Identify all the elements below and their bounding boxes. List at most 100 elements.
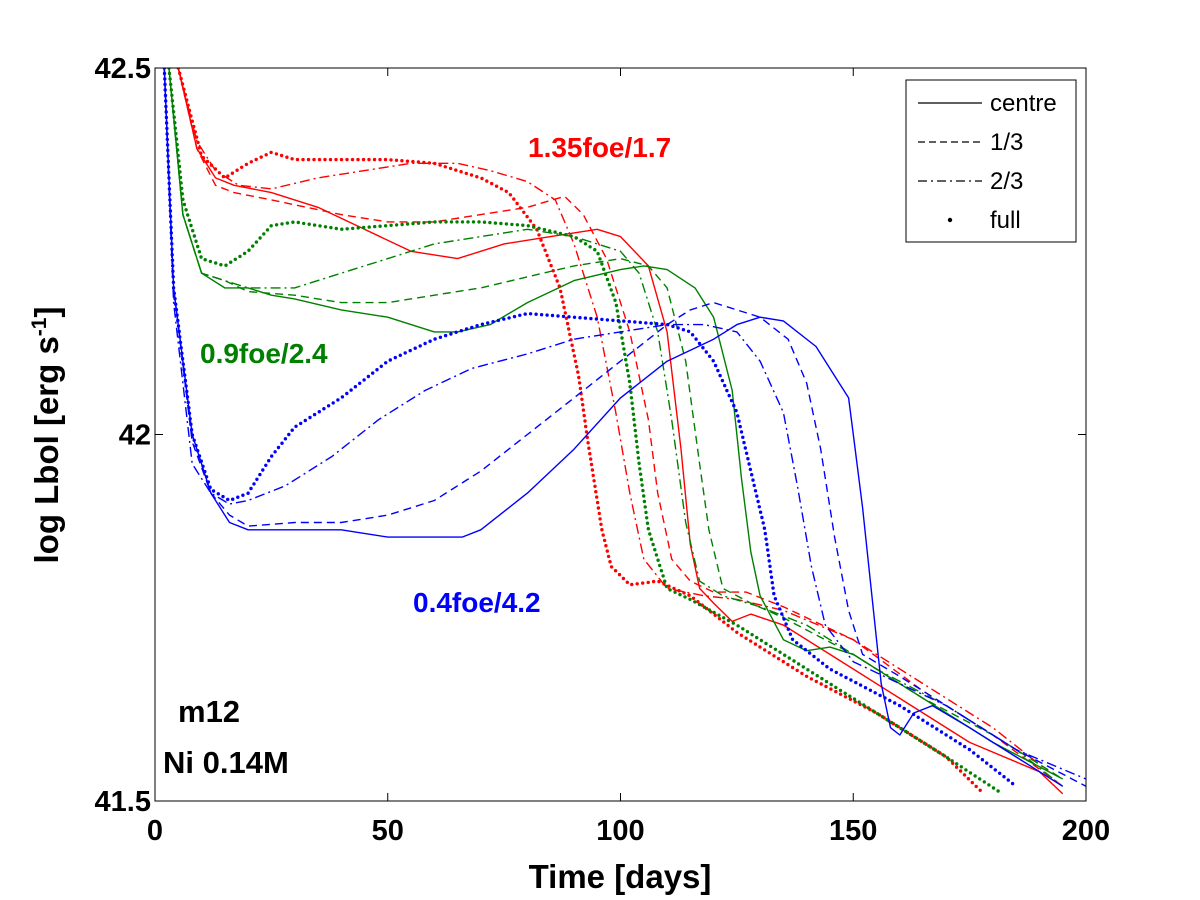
series-dot (773, 647, 778, 651)
series-dot (168, 77, 172, 81)
series-dot (663, 579, 667, 583)
series-dot (226, 497, 230, 502)
series-dot (179, 181, 183, 185)
series-dot (244, 162, 249, 167)
series-dot (782, 617, 786, 621)
series-dot (302, 221, 306, 226)
series-dot (936, 750, 940, 754)
series-dot (559, 289, 563, 294)
series-dot (427, 220, 432, 224)
series-dot (383, 224, 388, 228)
series-dot (454, 330, 458, 334)
annotation-0-9foe: 0.9foe/2.4 (200, 338, 328, 369)
series-dot (731, 621, 735, 625)
series-dot (274, 152, 279, 156)
series-dot (180, 192, 184, 196)
series-dot (786, 627, 790, 631)
series-dot (763, 648, 767, 652)
series-dot (173, 126, 177, 130)
series-dot (170, 242, 174, 246)
series-dot (199, 255, 203, 259)
series-dot (180, 82, 185, 86)
series-dot (738, 424, 742, 429)
series-dot (182, 87, 186, 92)
series-dot (565, 321, 570, 326)
series-dot (720, 378, 725, 383)
series-dot (635, 445, 639, 449)
series-dot (764, 537, 768, 541)
series-dot (515, 223, 520, 227)
series-dot (883, 696, 887, 700)
series-dot (504, 189, 508, 193)
series-dot (555, 279, 559, 283)
series-dot (783, 653, 787, 657)
series-dot (545, 253, 549, 258)
series-dot (568, 332, 572, 337)
series-dot (231, 497, 235, 501)
series-dot (598, 517, 602, 521)
series-dot (208, 259, 213, 264)
series-dot (704, 350, 708, 354)
series-dot (648, 532, 652, 536)
series-dot (803, 647, 807, 652)
series-dot (173, 297, 177, 301)
series-dot (383, 157, 388, 162)
series-dot (428, 339, 432, 343)
series-dot (502, 317, 506, 321)
series-dot (711, 359, 715, 363)
series-dot (193, 130, 197, 134)
series-dot (1002, 775, 1006, 779)
series-dot (672, 586, 676, 591)
series-dot (204, 475, 209, 479)
series-dot (762, 526, 767, 530)
series-dot (170, 247, 174, 251)
series-dot (916, 715, 920, 719)
series-dot (1006, 778, 1010, 782)
series-dot (694, 337, 698, 341)
series-dot (848, 697, 853, 701)
series-dot (422, 160, 426, 165)
series-dot (693, 600, 697, 604)
series-dot (177, 159, 181, 163)
series-dot (583, 242, 588, 246)
series-dot (572, 354, 577, 358)
series-dot (723, 383, 727, 388)
series-dot (537, 233, 541, 237)
series-dot (708, 354, 712, 358)
series-dot (379, 364, 383, 368)
series-dot (755, 635, 759, 640)
series-dot (776, 657, 781, 661)
series-dot (345, 157, 349, 162)
series-dot (930, 724, 934, 728)
series-dot (469, 173, 474, 177)
series-dot (518, 206, 523, 210)
legend-swatch-dotted (947, 217, 953, 223)
series-dot (340, 227, 344, 231)
series-dot (656, 558, 660, 562)
series-dot (189, 114, 193, 118)
series-dot (824, 684, 828, 689)
series-dot (755, 494, 759, 498)
series-dot (581, 403, 585, 407)
series-dot (443, 165, 447, 169)
series-dot (312, 412, 317, 417)
series-dot (388, 358, 392, 362)
series-dot (329, 225, 333, 230)
series-dot (876, 712, 880, 716)
series-dot (766, 553, 771, 558)
series-dot (166, 148, 170, 153)
series-dot (174, 137, 179, 141)
series-dot (615, 309, 619, 313)
series-dot (206, 480, 210, 484)
series-dot (539, 313, 544, 317)
series-dot (587, 446, 591, 450)
ticks-layer: 0 50 100 150 200 41.5 42 42.5 (95, 53, 1111, 847)
series-dot (673, 590, 677, 594)
series-dot (581, 408, 586, 412)
series-dot (632, 417, 636, 422)
series-dot (459, 170, 463, 174)
series-dot (985, 761, 989, 765)
series-dot (660, 322, 664, 326)
series-dot (593, 484, 597, 488)
series-dot (570, 343, 574, 347)
